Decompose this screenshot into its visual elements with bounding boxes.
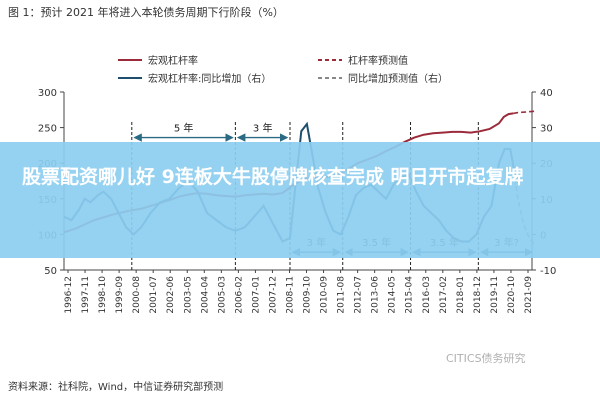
legend-label: 宏观杠杆率 <box>148 54 198 67</box>
x-tick-label: 2019-11 <box>490 276 500 314</box>
x-tick-label: 1999-09 <box>115 276 125 314</box>
headline-banner[interactable]: 股票配资哪儿好 9连板大牛股停牌核查完成 明日开市起复牌 <box>0 142 600 258</box>
source-note: 资料来源：社科院，Wind，中信证券研究部预测 <box>8 382 224 393</box>
legend-label: 宏观杠杆率:同比增加（右） <box>148 72 271 85</box>
x-tick-label: 2020-10 <box>507 276 517 314</box>
x-tick-label: 2009-10 <box>303 276 313 314</box>
x-tick-label: 2008-11 <box>285 276 295 314</box>
x-tick-label: 2003-05 <box>183 276 193 314</box>
y-right-tick-label: -10 <box>540 266 556 277</box>
x-tick-label: 2021-09 <box>524 276 534 314</box>
x-tick-label: 2011-08 <box>337 276 347 314</box>
legend-label: 同比增加预测值（右） <box>348 72 448 85</box>
cycle-label: 3 年 <box>253 122 273 135</box>
x-tick-label: 1998-10 <box>98 276 108 314</box>
y-left-tick-label: 300 <box>38 88 57 99</box>
y-right-tick-label: 30 <box>540 124 553 135</box>
x-tick-label: 2000-08 <box>132 276 142 314</box>
x-tick-label: 2018-01 <box>456 276 466 314</box>
x-tick-label: 1997-11 <box>81 276 91 314</box>
x-tick-label: 2016-03 <box>422 276 432 314</box>
x-tick-label: 2004-04 <box>200 276 210 314</box>
headline-text[interactable]: 股票配资哪儿好 9连板大牛股停牌核查完成 明日开市起复牌 <box>22 166 524 188</box>
y-left-tick-label: 50 <box>44 266 57 277</box>
x-tick-label: 2007-12 <box>268 276 278 314</box>
x-tick-label: 2006-02 <box>234 276 244 314</box>
x-tick-label: 2001-07 <box>149 276 159 314</box>
x-tick-label: 2015-04 <box>405 276 415 314</box>
axis-ticks: 50100150200250300-100102030401996-121997… <box>38 88 556 314</box>
y-left-tick-label: 250 <box>38 124 57 135</box>
watermark: CITICS债务研究 <box>446 352 526 365</box>
cycle-label: 5 年 <box>174 122 194 135</box>
x-tick-label: 1996-12 <box>64 276 74 314</box>
x-tick-label: 2013-06 <box>371 276 381 314</box>
x-tick-label: 2007-01 <box>251 276 261 314</box>
x-tick-label: 2018-12 <box>473 276 483 314</box>
x-tick-label: 2017-02 <box>439 276 449 314</box>
x-tick-label: 2005-03 <box>217 276 227 314</box>
x-tick-label: 2002-06 <box>166 276 176 314</box>
x-tick-label: 2014-05 <box>388 276 398 314</box>
x-tick-label: 2010-09 <box>320 276 330 314</box>
figure-title: 图 1：预计 2021 年将进入本轮债务周期下行阶段（%） <box>8 6 284 19</box>
y-right-tick-label: 40 <box>540 88 553 99</box>
legend-label: 杠杆率预测值 <box>348 54 408 67</box>
x-tick-label: 2012-07 <box>354 276 364 314</box>
series-line <box>513 110 535 115</box>
